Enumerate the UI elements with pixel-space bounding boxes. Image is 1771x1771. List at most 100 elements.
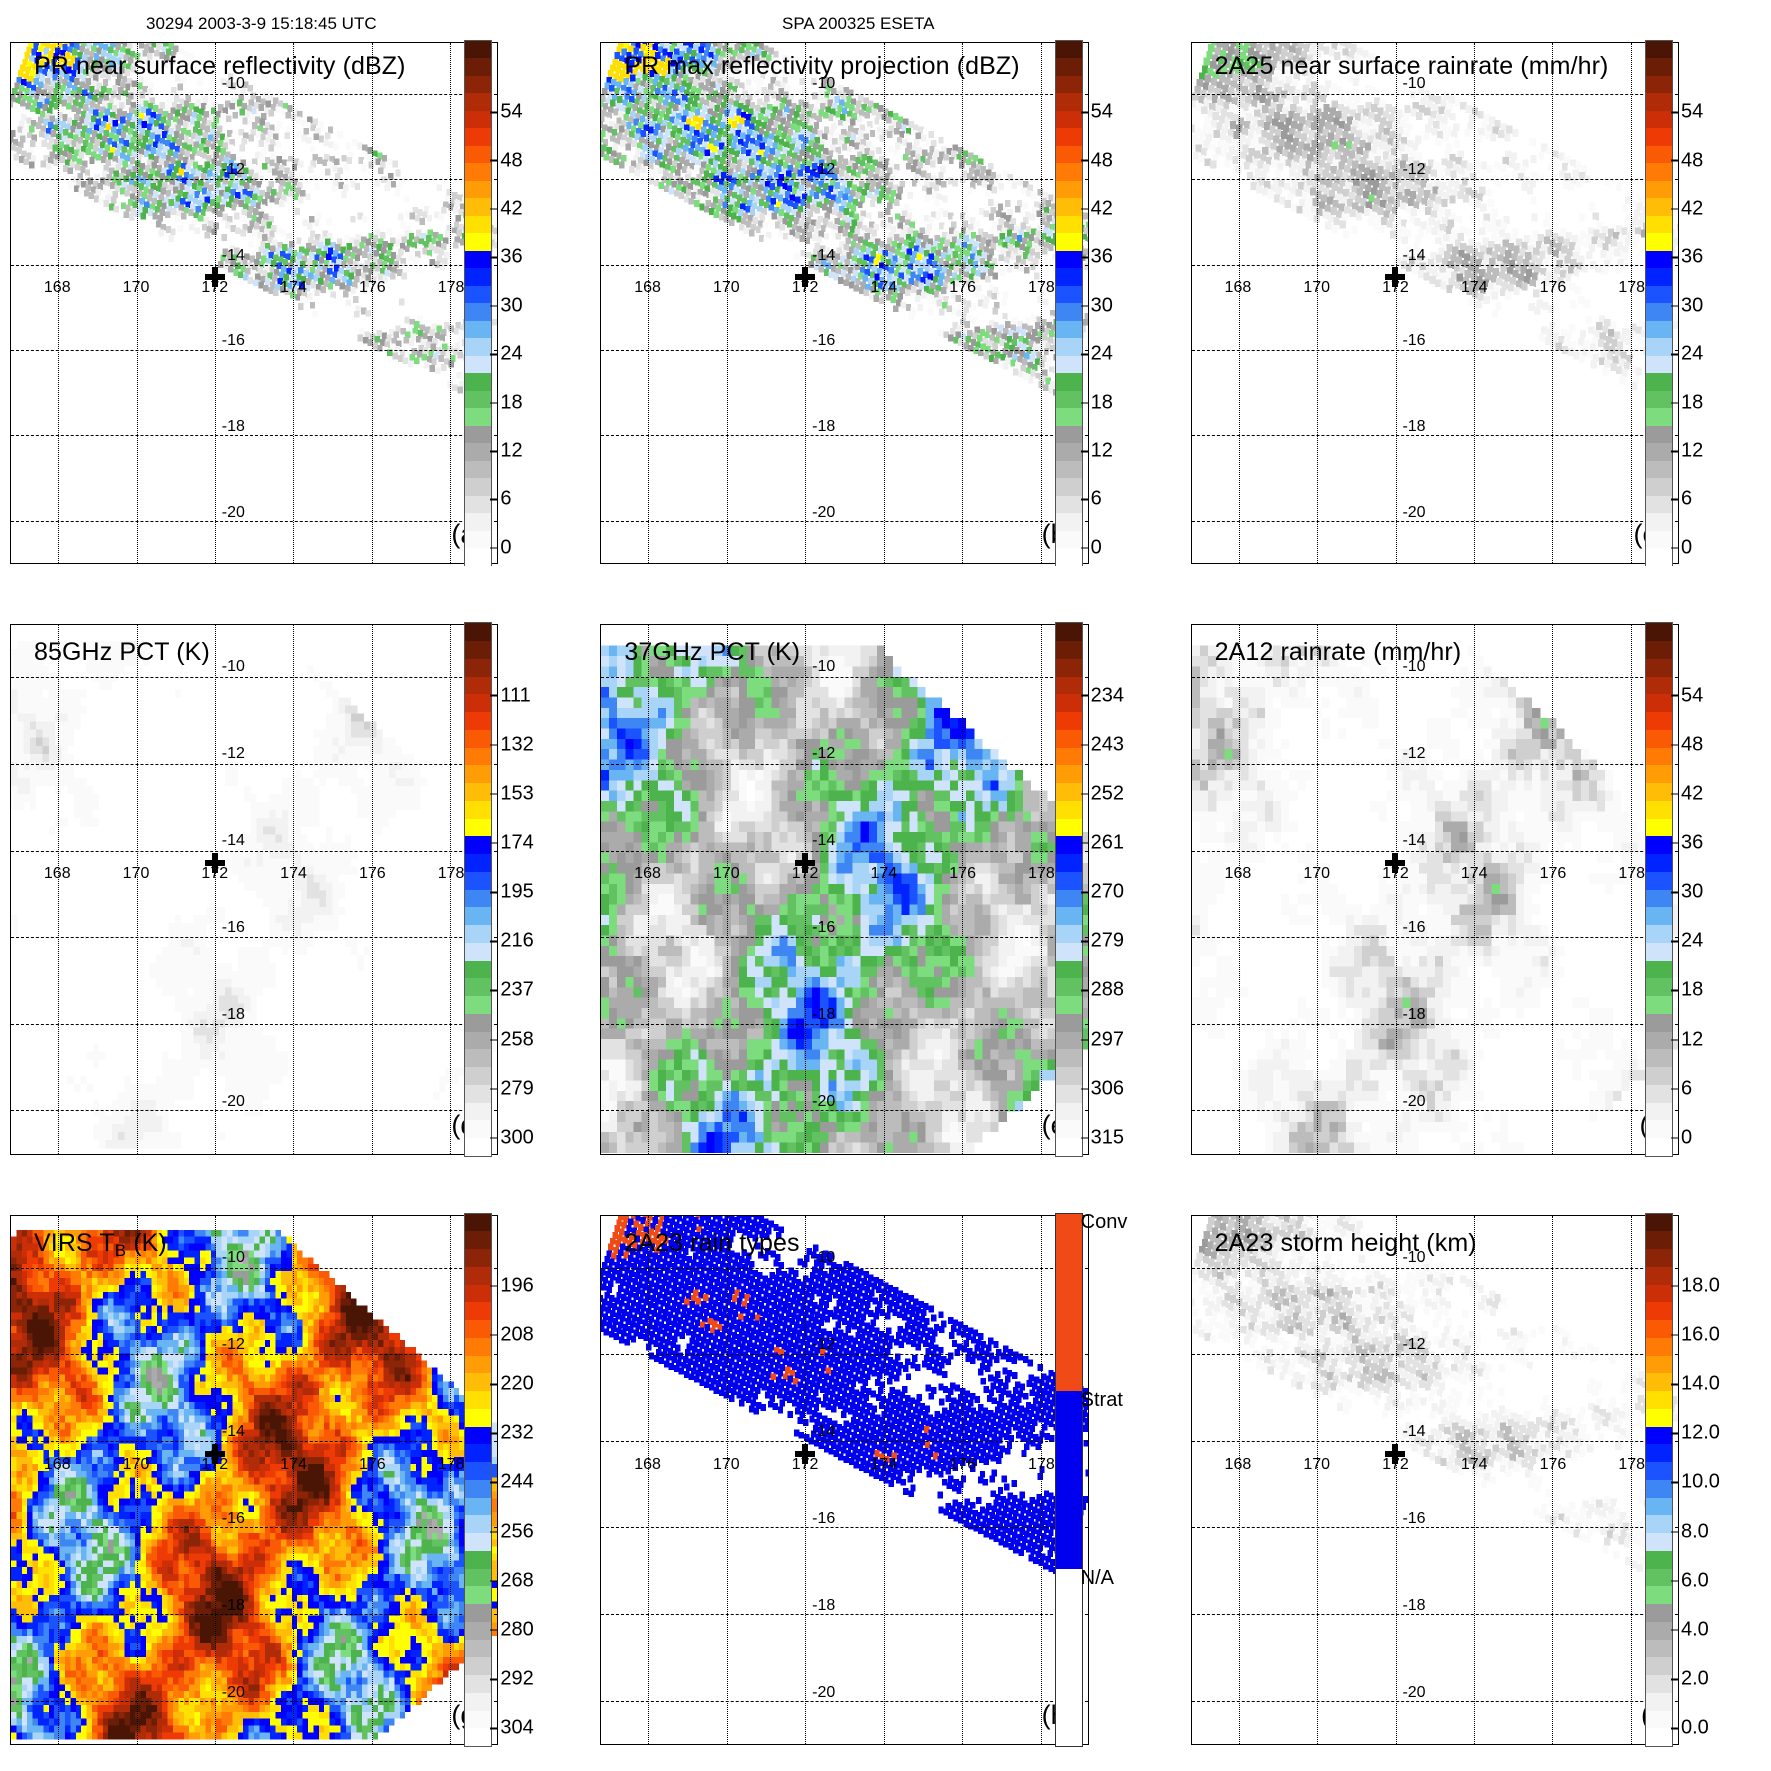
- map-axes-d[interactable]: [10, 624, 499, 1155]
- colorbar-segment: [465, 180, 492, 199]
- colorbar-segment: [1645, 818, 1672, 837]
- panel-d: 85GHz PCT (K)(d)168170172174176178-10-12…: [0, 590, 590, 1180]
- colorbar-b[interactable]: 54 48 42 36 30 24 18 12 6 0: [1054, 40, 1129, 567]
- colorbar-segment: [465, 338, 492, 356]
- colorbar-h[interactable]: Conv Strat N/A: [1054, 1211, 1129, 1747]
- colorbar-segment: [1645, 1391, 1672, 1409]
- colorbar-g[interactable]: 196 208 220 232 244 256 268 280 292 304: [464, 1212, 538, 1747]
- xtick-label: 168: [1224, 279, 1252, 297]
- map-axes-c[interactable]: [1190, 42, 1679, 565]
- colorbar-segment: [1055, 907, 1082, 926]
- colorbar-tick-label: 30: [1090, 294, 1113, 317]
- ytick-label: -18: [1402, 1006, 1426, 1024]
- colorbar-tick: 12: [490, 440, 523, 463]
- colorbar-segment: [465, 1515, 492, 1534]
- colorbar-tick-label: 280: [500, 1618, 534, 1641]
- colorbar-tick-label: 0: [1680, 536, 1693, 559]
- colorbar-tick-label: 18.0: [1680, 1274, 1720, 1297]
- colorbar-segment: [1645, 390, 1672, 409]
- map-axes-f[interactable]: [1190, 624, 1679, 1155]
- xtick-label: 174: [1460, 279, 1488, 297]
- colorbar-tick: 315: [1080, 1126, 1124, 1149]
- colorbar-tick-mark: [1670, 1531, 1678, 1533]
- colorbar-segment: [1645, 1568, 1672, 1587]
- colorbar-segment: [1645, 41, 1672, 59]
- colorbar-strip: [1054, 40, 1083, 567]
- map-axes-b[interactable]: [600, 42, 1089, 565]
- colorbar-segment: [1055, 41, 1082, 59]
- colorbar-segment: [1055, 889, 1082, 908]
- colorbar-segment: [1055, 268, 1082, 286]
- colorbar-segment: [1055, 818, 1082, 837]
- colorbar-tick-label: 0: [500, 536, 512, 559]
- colorbar-tick-mark: [1670, 1137, 1678, 1139]
- colorbar-tick-mark: [490, 793, 498, 795]
- colorbar-tick: 18: [1080, 391, 1113, 414]
- ytick-label: -18: [1402, 1596, 1426, 1614]
- ytick-label: -12: [221, 161, 245, 178]
- xtick-label: 178: [437, 865, 465, 883]
- ytick-label: -16: [221, 1509, 245, 1527]
- colorbar-segment: [465, 1710, 492, 1729]
- colorbar-segment: [465, 747, 492, 766]
- colorbar-segment: [1645, 460, 1672, 479]
- colorbar-segment: [1645, 889, 1672, 908]
- colorbar-tick: 30: [1080, 294, 1113, 317]
- ytick-label: -18: [221, 1596, 245, 1614]
- colorbar-i[interactable]: 18.0 16.0 14.0 12.0 10.0 8.0 6.0 4.0 2.0 0.0: [1644, 1212, 1720, 1747]
- ytick-label: -12: [221, 1335, 245, 1353]
- colorbar-tick: 12.0: [1670, 1422, 1720, 1445]
- colorbar-segment: [1645, 1302, 1672, 1321]
- colorbar-tick: 24: [1670, 343, 1703, 366]
- map-axes-a[interactable]: [10, 42, 499, 565]
- xtick-label: 178: [1028, 865, 1055, 883]
- colorbar-segment: [465, 1391, 492, 1409]
- ytick-label: -16: [1402, 1509, 1426, 1527]
- site-marker-cross-icon: [204, 1443, 225, 1464]
- colorbar-segment: [1645, 1373, 1672, 1392]
- colorbar-tick-mark: [490, 891, 498, 894]
- colorbar-e[interactable]: 234 243 252 261 270 279 288 297 306 315: [1054, 622, 1129, 1157]
- colorbar-segment: [1645, 1515, 1672, 1534]
- colorbar-segment: [1645, 338, 1672, 356]
- colorbar-a[interactable]: 54 48 42 36 30 24 18 12 6 0: [464, 40, 538, 567]
- colorbar-segment: [1055, 250, 1082, 269]
- colorbar-c[interactable]: 54 48 42 36 30 24 18 12 6 0: [1644, 40, 1719, 567]
- colorbar-segment: [1055, 495, 1082, 514]
- colorbar-tick-mark: [1670, 891, 1678, 894]
- colorbar-f[interactable]: 54 48 42 36 30 24 18 12 6 0: [1644, 622, 1719, 1157]
- site-marker-cross-icon: [1385, 1443, 1406, 1464]
- colorbar-tick-label: 36: [1090, 245, 1113, 268]
- xtick-label: 172: [201, 279, 229, 297]
- colorbar-segment: [465, 1266, 492, 1285]
- colorbar-segment: [465, 1373, 492, 1392]
- colorbar-segment: [465, 978, 492, 997]
- xtick-label: 172: [791, 279, 819, 297]
- map-axes-e[interactable]: [600, 624, 1089, 1155]
- xtick-label: 168: [634, 279, 661, 297]
- colorbar-d[interactable]: 111 132 153 174 195 216 237 258 279 300: [464, 622, 538, 1157]
- colorbar-tick: 36: [1670, 246, 1703, 269]
- colorbar-segment: [1645, 996, 1672, 1014]
- colorbar-tick: 42: [490, 197, 523, 220]
- colorbar-segment: [1645, 1049, 1672, 1068]
- map-axes-g[interactable]: [10, 1214, 499, 1745]
- colorbar-strip: [464, 40, 493, 567]
- colorbar-strip: [1644, 622, 1673, 1157]
- ytick-label: -12: [812, 745, 836, 763]
- xtick-label: 176: [949, 865, 976, 883]
- colorbar-tick-label: 36: [1680, 831, 1704, 854]
- colorbar-tick-label: 6: [1680, 1077, 1693, 1100]
- colorbar-segment: [465, 1067, 492, 1085]
- map-axes-h[interactable]: [600, 1214, 1089, 1745]
- colorbar-segment: [465, 1302, 492, 1321]
- colorbar-tick-mark: [1080, 256, 1088, 259]
- colorbar-segment: [1055, 747, 1082, 766]
- panel-title-d: 85GHz PCT (K): [34, 638, 210, 667]
- colorbar-strip: [1054, 1212, 1083, 1747]
- colorbar-segment: [465, 250, 492, 269]
- map-axes-i[interactable]: [1190, 1214, 1679, 1745]
- xtick-label: 174: [870, 279, 898, 297]
